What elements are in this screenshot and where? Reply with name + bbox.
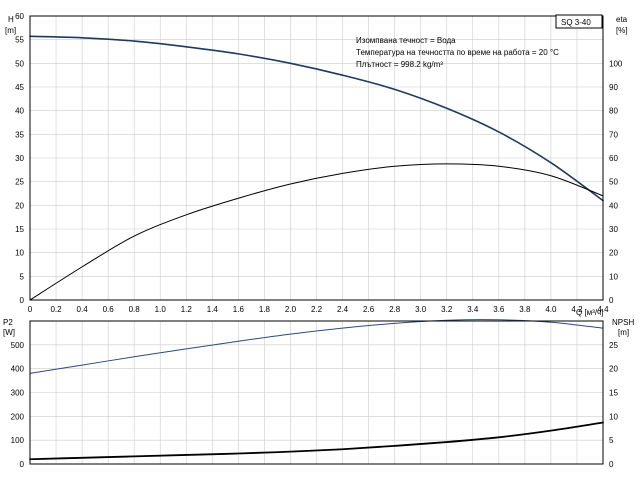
x-tick-label: 3.6 (493, 305, 505, 314)
power-axis-unit: [W] (3, 328, 15, 337)
x-tick-label: 1.4 (207, 305, 219, 314)
npsh-tick-label: 15 (609, 389, 618, 398)
eta-tick-label: 40 (609, 201, 618, 210)
head-tick-label: 10 (15, 249, 24, 258)
head-axis-label: H (8, 15, 14, 24)
head-tick-label: 40 (15, 107, 24, 116)
head-tick-label: 5 (20, 272, 25, 281)
info-fluid: Изомпвана течност = Вода (356, 36, 456, 45)
x-tick-label: 0.2 (50, 305, 62, 314)
x-tick-label: 3.8 (519, 305, 531, 314)
head-tick-label: 20 (15, 201, 24, 210)
info-density: Плътност = 998.2 kg/m³ (356, 60, 443, 69)
x-tick-label: 1.8 (259, 305, 271, 314)
npsh-tick-label: 0 (609, 460, 614, 469)
x-tick-label: 0.8 (129, 305, 141, 314)
power-tick-label: 0 (20, 460, 25, 469)
head-tick-label: 0 (20, 296, 25, 305)
head-tick-label: 45 (15, 83, 24, 92)
npsh-axis-unit: [m] (618, 328, 629, 337)
power-curve (29, 319, 604, 374)
head-tick-label: 25 (15, 178, 24, 187)
x-tick-label: 2.2 (311, 305, 323, 314)
npsh-tick-label: 10 (609, 412, 618, 421)
eta-tick-label: 80 (609, 107, 618, 116)
eta-tick-label: 20 (609, 249, 618, 258)
eta-tick-label: 60 (609, 154, 618, 163)
x-tick-label: 4.0 (545, 305, 557, 314)
npsh-tick-label: 20 (609, 365, 618, 374)
npsh-curve (29, 421, 604, 461)
eta-tick-label: 100 (609, 59, 623, 68)
efficiency-curve (29, 163, 604, 301)
head-axis-unit: [m] (5, 26, 16, 35)
power-tick-label: 200 (11, 412, 25, 421)
npsh-tick-label: 25 (609, 341, 618, 350)
eta-tick-label: 10 (609, 272, 618, 281)
head-tick-label: 50 (15, 59, 24, 68)
x-tick-label: 0 (28, 305, 33, 314)
tick-labels: 0 0.2 0.4 0.6 0.8 1.0 1.2 1.4 1.6 1.8 2.0 2.2 2.4 2.6… (11, 12, 623, 469)
power-axis-label: P2 (3, 318, 13, 327)
x-tick-label: 2.8 (389, 305, 401, 314)
head-tick-label: 55 (15, 36, 24, 45)
head-curve (29, 35, 604, 202)
curve-layer (29, 35, 604, 461)
head-tick-label: 15 (15, 225, 24, 234)
eta-tick-label: 0 (609, 296, 614, 305)
x-tick-label: 4.2 (571, 305, 583, 314)
power-tick-label: 500 (11, 341, 25, 350)
power-tick-label: 100 (11, 436, 25, 445)
flow-axis-label: Q [м³/ч] (576, 308, 603, 317)
bottom-chart-frame (29, 320, 604, 465)
head-tick-label: 60 (15, 12, 24, 21)
x-tick-label: 3.2 (441, 305, 453, 314)
eta-tick-label: 70 (609, 130, 618, 139)
x-tick-label: 2.6 (363, 305, 375, 314)
eta-axis-unit: [%] (616, 26, 628, 35)
eta-tick-label: 50 (609, 178, 618, 187)
power-tick-label: 300 (11, 389, 25, 398)
x-tick-label: 1.6 (233, 305, 245, 314)
x-tick-label: 1.2 (181, 305, 193, 314)
head-tick-label: 30 (15, 154, 24, 163)
info-temperature: Температура на течността по време на раб… (356, 48, 559, 57)
model-badge-box (555, 14, 603, 29)
x-tick-label: 2.4 (337, 305, 349, 314)
npsh-tick-label: 5 (609, 436, 614, 445)
npsh-axis-label: NPSH (612, 318, 634, 327)
top-chart-frame (29, 15, 604, 301)
top-chart-grid (29, 15, 604, 301)
x-tick-label: 0.6 (103, 305, 115, 314)
model-badge: SQ 3-40 (561, 18, 591, 27)
eta-tick-label: 30 (609, 225, 618, 234)
x-tick-label: 0.4 (77, 305, 89, 314)
eta-tick-label: 90 (609, 83, 618, 92)
x-tick-label: 1.0 (155, 305, 167, 314)
bottom-chart-grid (29, 321, 604, 465)
x-tick-label: 3.0 (415, 305, 427, 314)
x-tick-label: 2.0 (285, 305, 297, 314)
x-tick-label: 3.4 (467, 305, 479, 314)
x-tick-label: 4.4 (597, 305, 609, 314)
eta-axis-label: eta (616, 15, 628, 24)
power-tick-label: 400 (11, 365, 25, 374)
head-tick-label: 35 (15, 130, 24, 139)
